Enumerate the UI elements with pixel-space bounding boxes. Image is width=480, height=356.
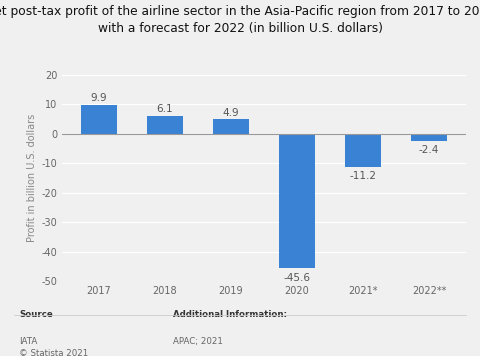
Bar bbox=[345, 134, 381, 167]
Bar bbox=[213, 119, 249, 134]
Text: IATA
© Statista 2021: IATA © Statista 2021 bbox=[19, 337, 88, 356]
Text: 4.9: 4.9 bbox=[223, 108, 240, 117]
Text: Net post-tax profit of the airline sector in the Asia-Pacific region from 2017 t: Net post-tax profit of the airline secto… bbox=[0, 5, 480, 35]
Bar bbox=[81, 105, 117, 134]
Text: 9.9: 9.9 bbox=[91, 93, 107, 103]
Text: 6.1: 6.1 bbox=[156, 104, 173, 114]
Bar bbox=[279, 134, 315, 268]
Bar bbox=[411, 134, 447, 141]
Text: -2.4: -2.4 bbox=[419, 145, 439, 155]
Y-axis label: Profit in billion U.S. dollars: Profit in billion U.S. dollars bbox=[27, 114, 37, 242]
Bar bbox=[147, 116, 183, 134]
Text: -11.2: -11.2 bbox=[349, 171, 377, 181]
Text: -45.6: -45.6 bbox=[284, 273, 311, 283]
Text: Additional Information:: Additional Information: bbox=[173, 310, 287, 319]
Text: APAC; 2021: APAC; 2021 bbox=[173, 337, 223, 346]
Text: Source: Source bbox=[19, 310, 53, 319]
